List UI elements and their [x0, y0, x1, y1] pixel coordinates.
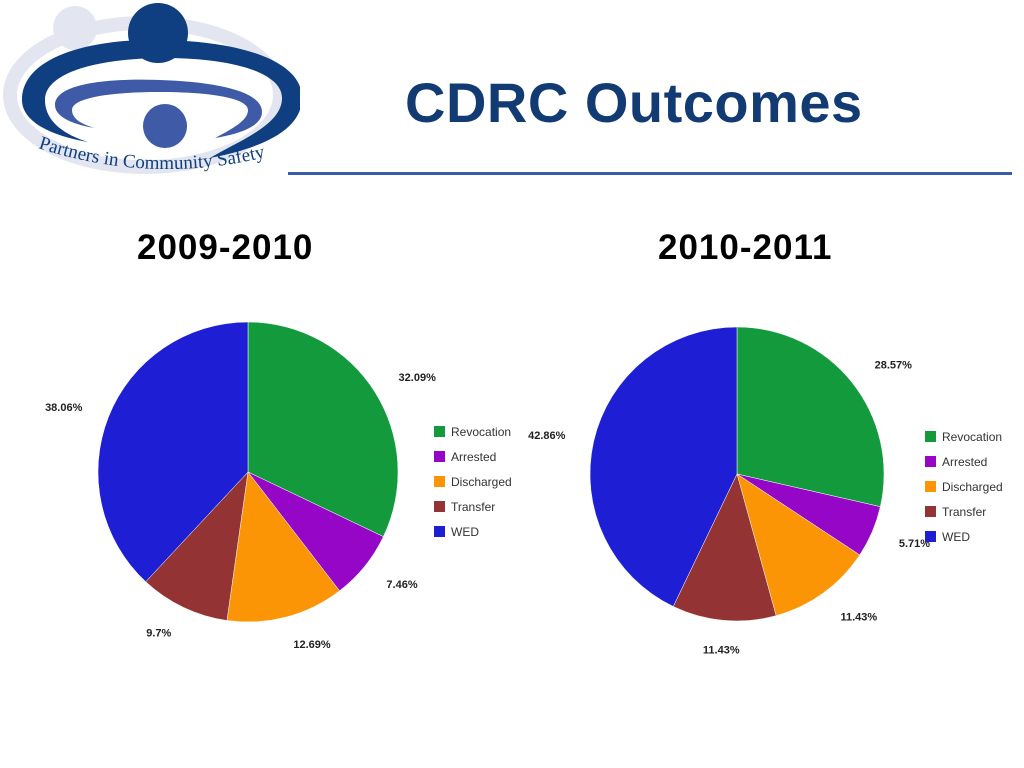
pie-slice-transfer	[145, 471, 249, 621]
partners-logo: Partners in Community Safety	[3, 3, 300, 174]
legend-label-transfer: Transfer	[451, 500, 495, 514]
legend-swatch-wed	[925, 531, 936, 542]
pie-label-arrested: 7.46%	[386, 579, 417, 591]
legend-swatch-discharged	[925, 481, 936, 492]
legend-label-wed: WED	[451, 525, 479, 539]
legend-label-arrested: Arrested	[451, 450, 496, 464]
pie-label-discharged: 12.69%	[293, 639, 331, 651]
title-divider	[288, 172, 1012, 175]
pie-label-wed: 42.86%	[528, 430, 566, 442]
logo-light-head	[143, 104, 187, 148]
pie-slice-transfer	[672, 473, 777, 622]
legend-swatch-wed	[434, 526, 445, 537]
pie-chart-2009-2010: 32.09% 7.46% 12.69% 9.7% 38.06% Revocation Arr…	[45, 321, 512, 651]
logo-inner-ring	[55, 79, 262, 138]
legend-label-discharged: Discharged	[942, 480, 1003, 494]
page-title: CDRC Outcomes	[405, 71, 863, 134]
legend-label-transfer: Transfer	[942, 505, 986, 519]
logo-pale-head	[53, 6, 97, 50]
legend-swatch-revocation	[925, 431, 936, 442]
pie-slice-discharged	[736, 473, 861, 616]
pie-label-discharged: 11.43%	[840, 611, 877, 623]
pie-label-transfer: 9.7%	[146, 628, 171, 640]
pie-slice-revocation	[736, 326, 885, 507]
legend-swatch-arrested	[925, 456, 936, 467]
legend-label-discharged: Discharged	[451, 475, 512, 489]
pie-label-transfer: 11.43%	[703, 644, 740, 656]
chart-title-2010-2011: 2010-2011	[658, 228, 833, 267]
pie-slice-discharged	[226, 471, 340, 623]
pie-chart-2010-2011: 28.57% 5.71% 11.43% 11.43% 42.86% Revocation A…	[528, 326, 1003, 656]
legend-swatch-transfer	[434, 501, 445, 512]
pie-slice-wed	[97, 321, 249, 583]
legend-swatch-arrested	[434, 451, 445, 462]
pie-label-arrested: 5.71%	[899, 538, 930, 550]
legend-label-revocation: Revocation	[451, 425, 511, 439]
logo-dark-head	[128, 3, 188, 63]
pie-label-revocation: 28.57%	[875, 359, 913, 371]
chart-title-2009-2010: 2009-2010	[137, 228, 314, 267]
pie-label-revocation: 32.09%	[399, 372, 437, 384]
legend-label-arrested: Arrested	[942, 455, 987, 469]
pie-label-wed: 38.06%	[45, 402, 83, 414]
legend-swatch-discharged	[434, 476, 445, 487]
legend-label-revocation: Revocation	[942, 430, 1002, 444]
pie-slice-revocation	[247, 321, 399, 537]
legend-swatch-revocation	[434, 426, 445, 437]
pie-slice-wed	[589, 326, 738, 607]
legend-swatch-transfer	[925, 506, 936, 517]
legend-label-wed: WED	[942, 530, 970, 544]
